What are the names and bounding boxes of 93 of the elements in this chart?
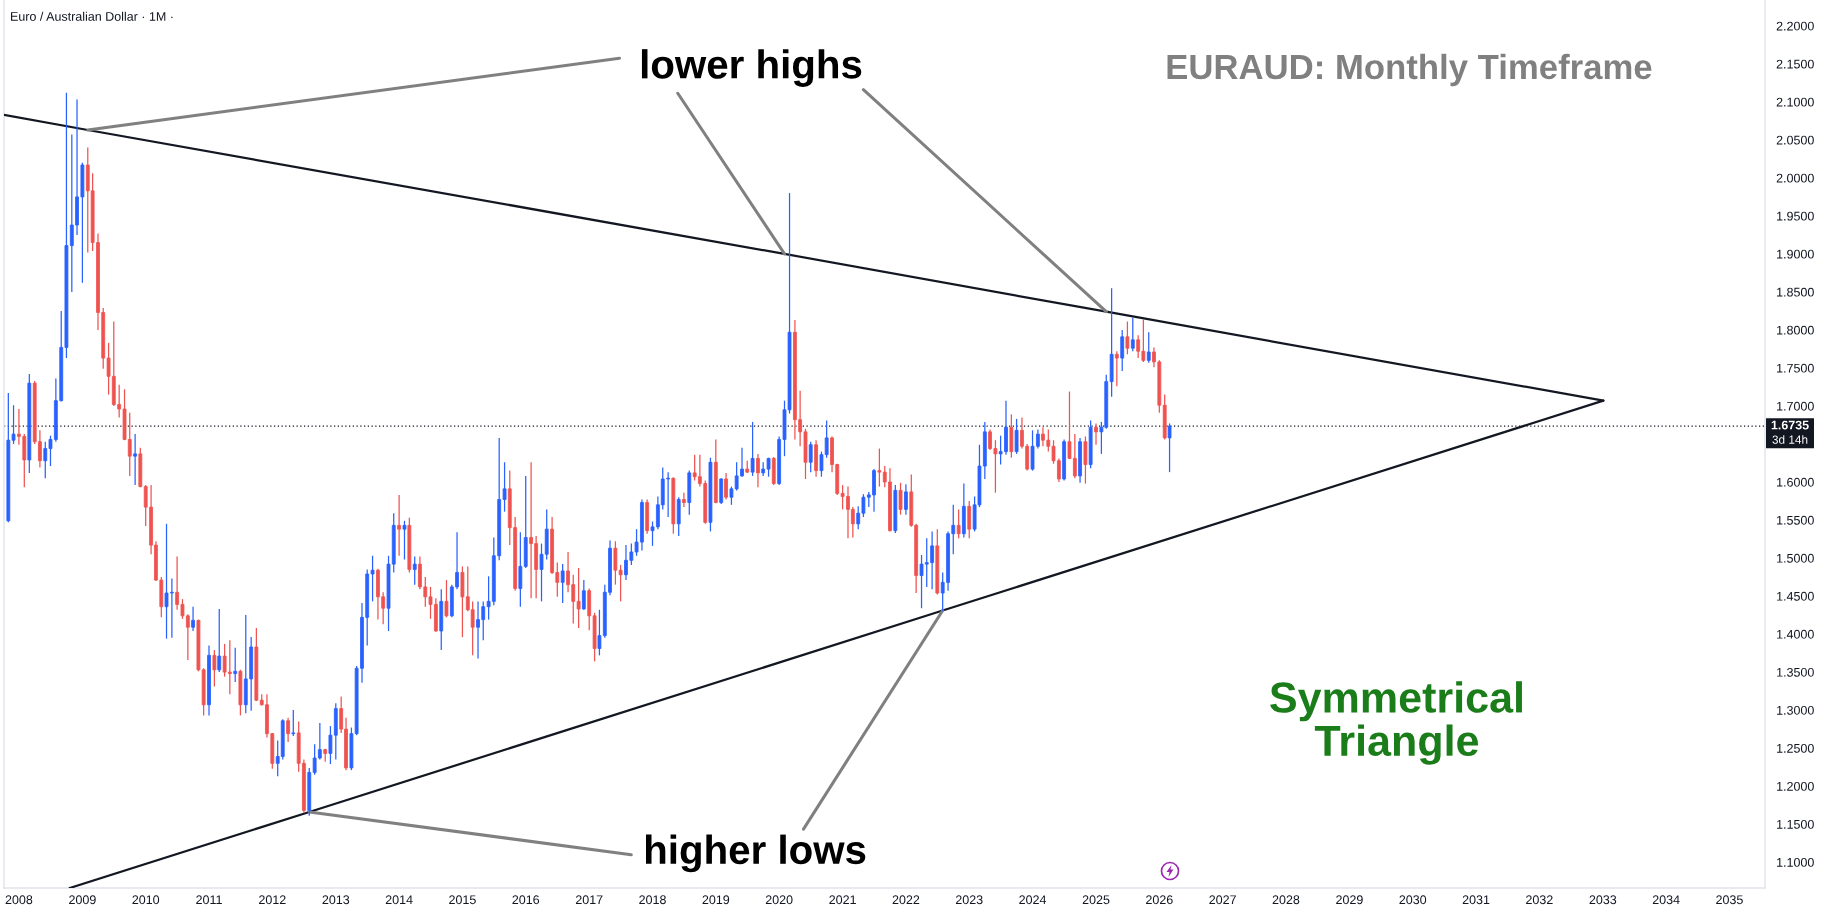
y-tick-label: 1.8000 xyxy=(1777,325,1814,335)
candlestick xyxy=(1083,435,1088,485)
y-tick-label: 1.2000 xyxy=(1777,781,1814,791)
candlestick xyxy=(291,709,296,737)
x-tick-label: 2026 xyxy=(1146,895,1173,905)
candlestick xyxy=(1146,331,1151,364)
y-tick-label: 1.5500 xyxy=(1777,515,1814,525)
x-tick-label: 2034 xyxy=(1652,895,1680,905)
candlestick xyxy=(1114,350,1119,387)
candlestick xyxy=(397,494,401,557)
candlestick xyxy=(212,649,217,688)
y-tick-label: 1.2500 xyxy=(1777,743,1814,753)
y-tick-label: 1.7500 xyxy=(1777,363,1814,373)
candlestick xyxy=(1136,334,1141,359)
annotation: higher lows xyxy=(645,834,866,873)
y-tick-label: 1.8500 xyxy=(1777,287,1814,297)
candlestick xyxy=(518,531,523,608)
candlestick xyxy=(682,492,686,508)
candlestick xyxy=(1125,320,1130,355)
candlestick xyxy=(444,579,449,618)
x-tick-label: 2031 xyxy=(1462,895,1490,905)
candlestick xyxy=(719,477,724,505)
x-tick-label: 2023 xyxy=(955,895,983,905)
candlestick xyxy=(133,433,138,486)
x-tick-label: 2013 xyxy=(322,895,350,905)
x-tick-label: 2021 xyxy=(829,895,856,905)
x-tick-label: 2012 xyxy=(259,895,286,905)
candlestick xyxy=(412,555,417,586)
y-tick-label: 1.4500 xyxy=(1777,591,1814,601)
y-tick-label: 2.0000 xyxy=(1776,173,1814,183)
candlestick xyxy=(286,717,290,743)
candlestick xyxy=(581,579,586,611)
candlestick xyxy=(956,508,961,539)
x-tick-label: 2018 xyxy=(639,895,666,905)
x-tick-label: 2011 xyxy=(196,895,222,905)
y-tick-label: 2.0500 xyxy=(1776,135,1814,145)
candlestick xyxy=(1130,317,1135,352)
annotation: Symmetrical Triangle xyxy=(1270,681,1522,765)
y-tick-label: 2.1500 xyxy=(1776,59,1814,69)
y-tick-label: 2.2000 xyxy=(1776,21,1814,31)
candlestick xyxy=(470,600,475,656)
candlestick xyxy=(904,483,908,516)
x-tick-label: 2035 xyxy=(1716,895,1743,905)
x-tick-label: 2016 xyxy=(512,895,540,905)
candlestick xyxy=(191,606,195,632)
y-tick-label: 1.3000 xyxy=(1777,705,1814,715)
candlestick xyxy=(402,520,407,561)
x-tick-label: 2028 xyxy=(1272,895,1300,905)
y-tick-label: 1.1500 xyxy=(1777,819,1814,829)
y-tick-label: 1.7000 xyxy=(1777,401,1814,411)
x-tick-label: 2010 xyxy=(132,895,160,905)
y-tick-label: 1.9000 xyxy=(1777,249,1814,259)
annotation: lower highs xyxy=(641,49,862,87)
text: Euro / Australian Dollar · 1M · xyxy=(11,11,173,21)
x-tick-label: 2027 xyxy=(1209,895,1236,905)
candlestick xyxy=(756,453,760,488)
x-tick-label: 2008 xyxy=(5,895,33,905)
x-tick-label: 2025 xyxy=(1082,895,1110,905)
x-tick-label: 2024 xyxy=(1019,895,1047,905)
candlestick xyxy=(898,482,903,516)
x-tick-label: 2014 xyxy=(385,895,413,905)
candlestick xyxy=(808,441,813,473)
candlestick xyxy=(1120,329,1125,372)
candlestick xyxy=(1094,422,1098,446)
x-tick-label: 2022 xyxy=(892,895,920,905)
text: EURAUD: Monthly Timeframe xyxy=(1167,53,1652,87)
x-tick-label: 2029 xyxy=(1336,895,1363,905)
y-tick-label: 1.9500 xyxy=(1777,211,1814,221)
x-tick-label: 2019 xyxy=(702,895,730,905)
candlestick xyxy=(1014,418,1019,455)
x-tick-label: 2020 xyxy=(765,895,793,905)
x-tick-label: 2032 xyxy=(1526,895,1553,905)
y-tick-label: 1.4000 xyxy=(1777,629,1814,639)
x-tick-label: 2033 xyxy=(1589,895,1617,905)
candlestick xyxy=(724,472,728,501)
x-tick-label: 2009 xyxy=(69,895,96,905)
x-tick-label: 2017 xyxy=(575,895,603,905)
y-tick-label: 1.3500 xyxy=(1777,667,1814,677)
candlestick xyxy=(967,500,972,539)
x-tick-label: 2015 xyxy=(449,895,476,905)
text: 3d 14h xyxy=(1772,435,1808,444)
candlestick xyxy=(217,608,222,673)
y-tick-label: 1.6000 xyxy=(1777,477,1814,487)
x-tick-label: 2030 xyxy=(1399,895,1427,905)
y-tick-label: 1.1000 xyxy=(1777,857,1814,867)
candlestick xyxy=(233,647,238,683)
y-tick-label: 2.1000 xyxy=(1776,97,1814,107)
candlestick xyxy=(576,567,581,629)
candlestick xyxy=(1167,422,1172,473)
candlestick xyxy=(560,563,565,604)
y-tick-label: 1.5000 xyxy=(1777,553,1814,563)
ref-line-label: 1.6735 xyxy=(1771,420,1809,430)
candlestick xyxy=(750,421,755,477)
